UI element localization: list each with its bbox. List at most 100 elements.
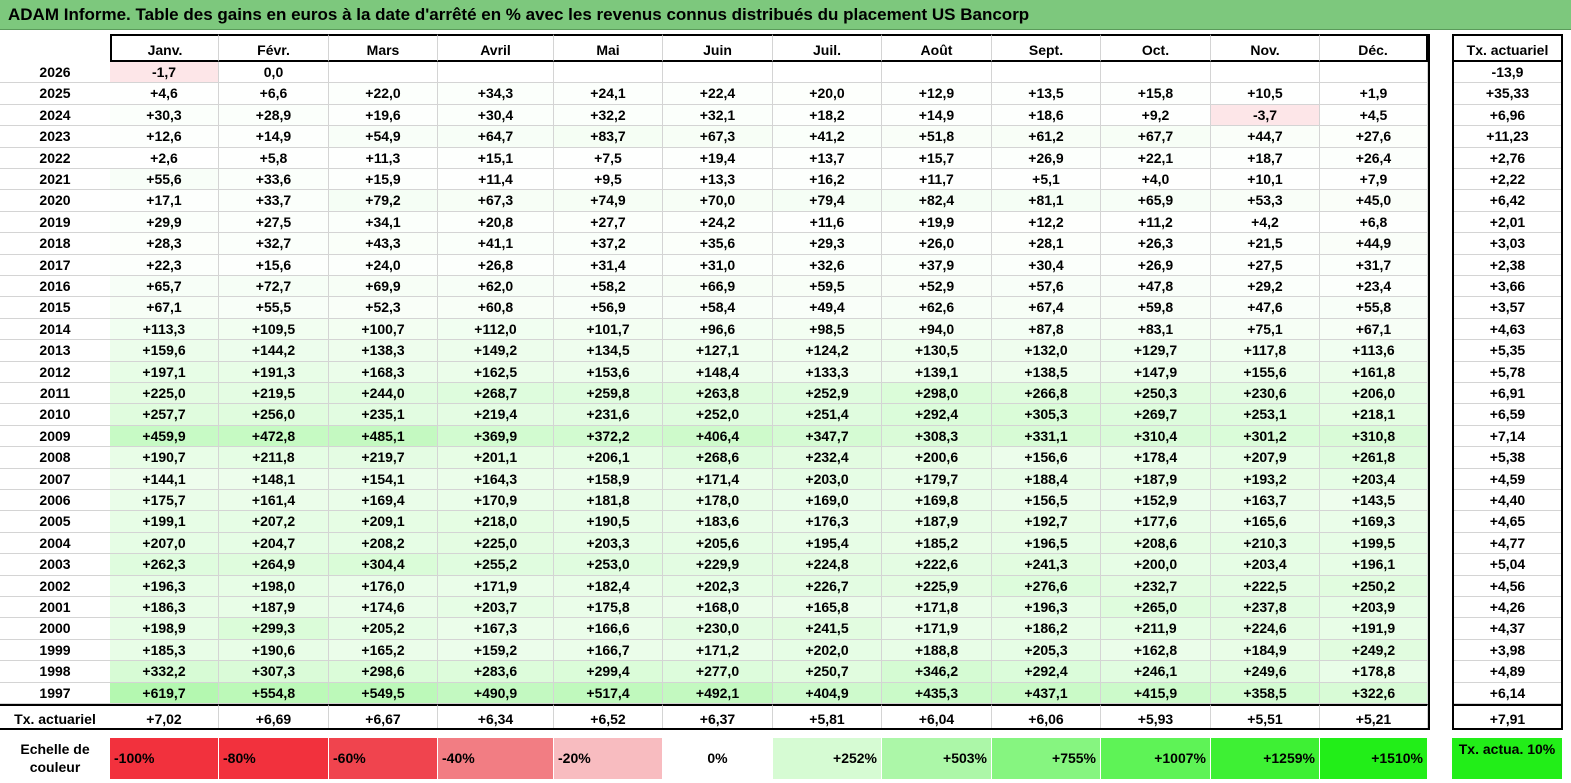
table-cell: +253,1 [1211, 404, 1320, 426]
table-cell: +166,7 [554, 639, 663, 662]
table-cell: +20,0 [773, 83, 882, 105]
table-cell [1211, 62, 1320, 84]
table-cell: +211,9 [1101, 618, 1211, 640]
year-label: 2000 [0, 618, 110, 640]
annual-rate-cell: +5,04 [1452, 554, 1563, 576]
table-cell: +170,9 [438, 490, 554, 512]
annual-rate-cell: +7,14 [1452, 425, 1563, 448]
table-cell: +171,8 [882, 597, 992, 619]
table-cell: +211,8 [219, 447, 329, 469]
table-cell: +219,7 [329, 447, 438, 469]
month-header: Mars [329, 34, 438, 62]
table-cell: +148,1 [219, 468, 329, 490]
table-cell: +7,9 [1320, 169, 1428, 191]
annual-rate-cell: +4,65 [1452, 511, 1563, 533]
table-cell: +67,1 [110, 297, 219, 319]
table-cell: +32,6 [773, 254, 882, 276]
annual-rate-cell: +11,23 [1452, 126, 1563, 148]
table-cell: +138,5 [992, 361, 1101, 383]
table-cell: +47,6 [1211, 297, 1320, 319]
table-cell: +45,0 [1320, 190, 1428, 212]
table-cell: +69,9 [329, 276, 438, 298]
table-cell: +11,6 [773, 211, 882, 234]
table-cell: +98,5 [773, 318, 882, 341]
table-cell: +195,4 [773, 532, 882, 555]
table-cell: +143,5 [1320, 490, 1428, 512]
table-cell: +29,2 [1211, 276, 1320, 298]
table-cell: +29,3 [773, 233, 882, 255]
table-cell: +169,3 [1320, 511, 1428, 533]
table-cell: +485,1 [329, 425, 438, 448]
annual-rate-cell: +4,26 [1452, 597, 1563, 619]
table-cell: 0,0 [219, 62, 329, 84]
table-cell: +171,4 [663, 468, 773, 490]
table-cell: +261,8 [1320, 447, 1428, 469]
year-label: 2009 [0, 426, 110, 448]
table-cell: +11,2 [1101, 211, 1211, 234]
table-cell: +174,6 [329, 597, 438, 619]
month-header: Août [882, 34, 992, 62]
legend-swatch: +252% [773, 738, 882, 779]
table-cell: +492,1 [663, 682, 773, 704]
table-cell: +276,6 [992, 575, 1101, 597]
table-cell: +79,4 [773, 190, 882, 212]
table-cell: +72,7 [219, 276, 329, 298]
table-cell: +62,0 [438, 276, 554, 298]
table-cell: +230,0 [663, 618, 773, 640]
table-cell: +205,3 [992, 639, 1101, 662]
year-label: 2007 [0, 469, 110, 490]
table-cell: +175,8 [554, 597, 663, 619]
table-cell: +58,2 [554, 276, 663, 298]
table-cell: +268,7 [438, 383, 554, 405]
table-cell: +161,8 [1320, 361, 1428, 383]
year-label: 2022 [0, 148, 110, 169]
annual-rate-cell: +5,38 [1452, 447, 1563, 469]
table-cell: +168,0 [663, 597, 773, 619]
annual-rate-cell: -13,9 [1452, 62, 1563, 84]
table-cell: +101,7 [554, 318, 663, 341]
table-cell: +138,3 [329, 340, 438, 362]
annual-rate-cell: +6,96 [1452, 104, 1563, 127]
table-cell: +202,0 [773, 639, 882, 662]
table-cell: +10,1 [1211, 169, 1320, 191]
table-cell: +83,7 [554, 126, 663, 148]
table-cell: +22,1 [1101, 147, 1211, 169]
table-cell: +208,2 [329, 532, 438, 555]
summary-cell: +6,67 [329, 704, 438, 730]
table-cell: +229,9 [663, 554, 773, 576]
table-cell: +250,3 [1101, 383, 1211, 405]
year-label: 2005 [0, 511, 110, 533]
table-cell: +164,3 [438, 468, 554, 490]
annual-rate-cell: +5,78 [1452, 361, 1563, 383]
table-cell: +203,4 [1320, 468, 1428, 490]
table-cell: +133,3 [773, 361, 882, 383]
legend-label: Echelle de couleur [0, 738, 110, 779]
table-cell: +169,0 [773, 490, 882, 512]
month-header: Juin [663, 34, 773, 62]
table-cell: +203,0 [773, 468, 882, 490]
table-cell: +310,8 [1320, 425, 1428, 448]
legend-annual-swatch: Tx. actua. 10% [1452, 738, 1563, 779]
annual-rate-cell: +5,35 [1452, 340, 1563, 362]
table-cell: +619,7 [110, 682, 219, 704]
table-cell: +190,5 [554, 511, 663, 533]
summary-label: Tx. actuariel [0, 704, 110, 730]
table-cell: +13,5 [992, 83, 1101, 105]
table-cell: +13,3 [663, 169, 773, 191]
table-cell: +169,4 [329, 490, 438, 512]
table-cell [882, 62, 992, 84]
table-cell: +255,2 [438, 554, 554, 576]
annual-rate-cell: +6,42 [1452, 190, 1563, 212]
table-cell: +222,5 [1211, 575, 1320, 597]
table-cell: +94,0 [882, 318, 992, 341]
table-cell: +34,1 [329, 211, 438, 234]
table-cell: +185,2 [882, 532, 992, 555]
month-header: Janv. [110, 34, 219, 62]
table-cell: +347,7 [773, 425, 882, 448]
table-cell: +26,9 [1101, 254, 1211, 276]
month-header: Mai [554, 34, 663, 62]
table-cell: +4,2 [1211, 211, 1320, 234]
table-cell: +162,5 [438, 361, 554, 383]
table-cell: +66,9 [663, 276, 773, 298]
month-header: Oct. [1101, 34, 1211, 62]
